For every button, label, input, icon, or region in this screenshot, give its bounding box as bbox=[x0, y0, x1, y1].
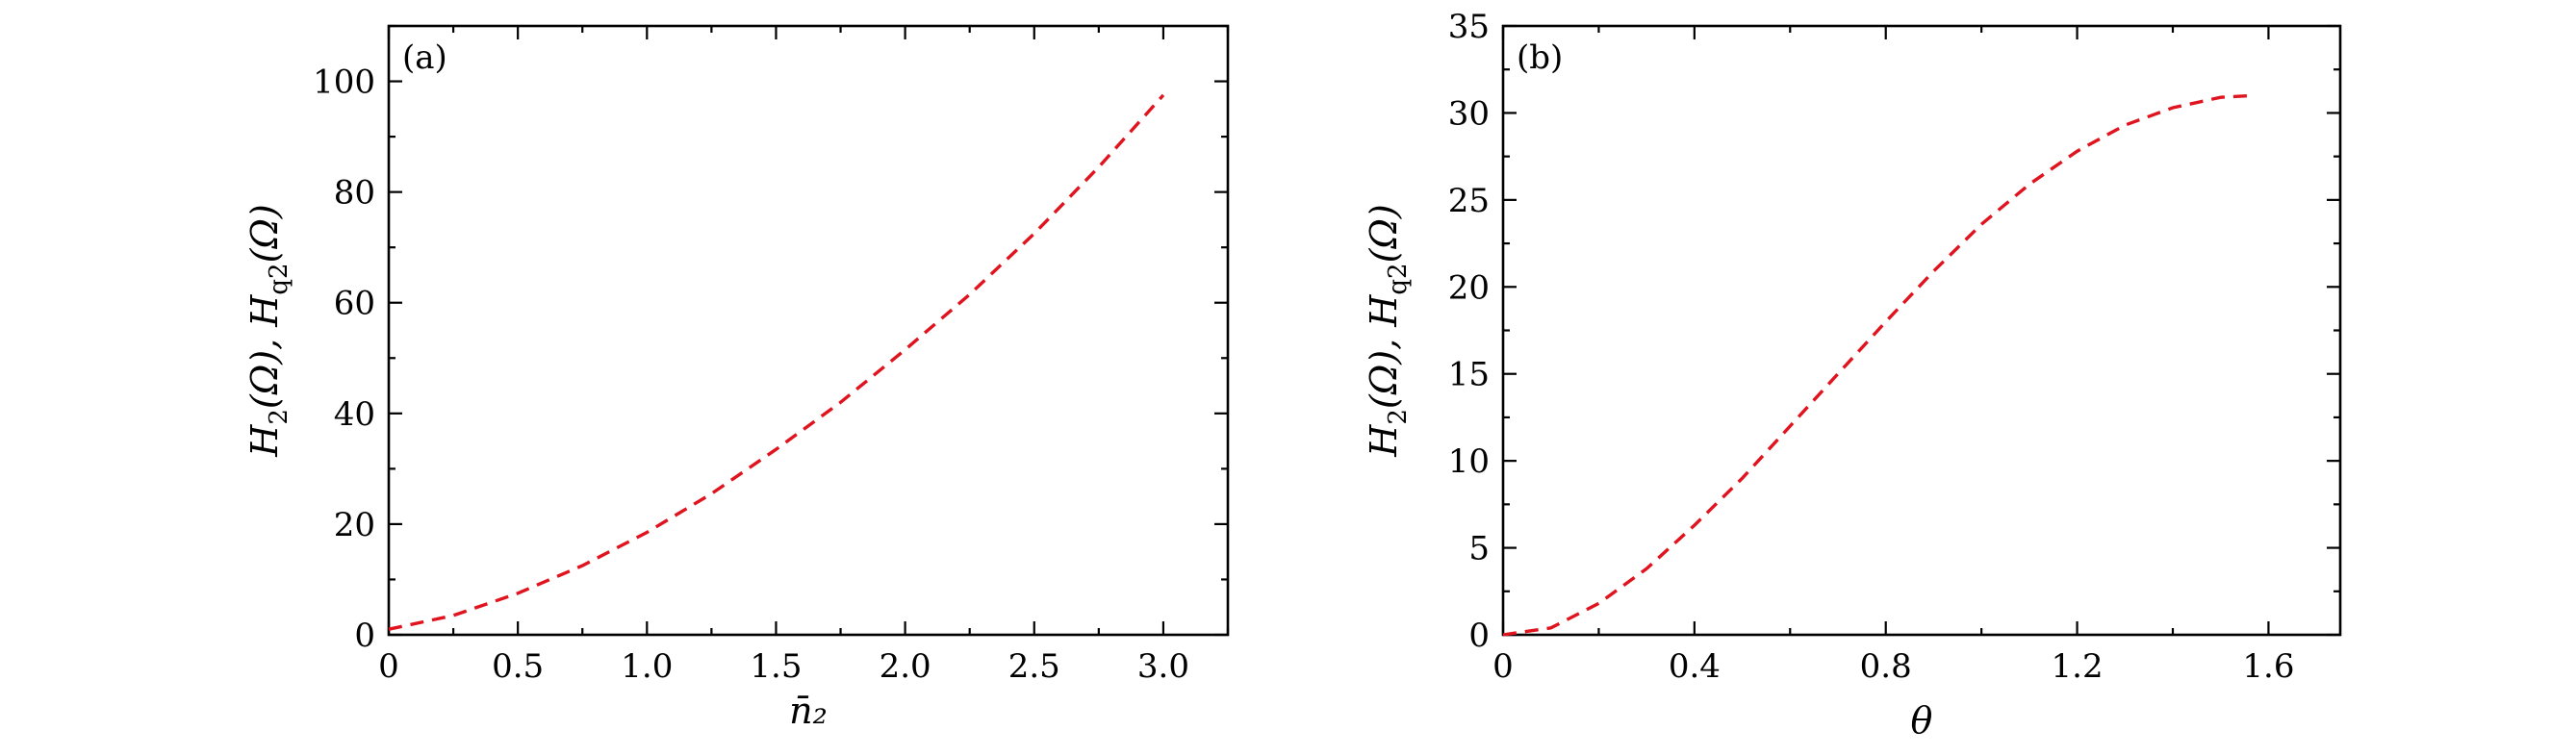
x-tick-label: 2.5 bbox=[1008, 647, 1060, 686]
x-tick-label: 1.6 bbox=[2242, 647, 2294, 686]
plot-frame bbox=[387, 24, 1230, 637]
series-line bbox=[1502, 93, 2256, 637]
y-tick-label: 25 bbox=[1448, 182, 1490, 220]
x-tick-label: 3.0 bbox=[1137, 647, 1189, 686]
x-axis-title: θ bbox=[1911, 699, 1933, 742]
y-title-part-sub2: q2 bbox=[265, 263, 293, 294]
x-tick-label: 1.0 bbox=[621, 647, 673, 686]
x-axis-title: n̄₂ bbox=[789, 690, 828, 732]
y-tick-label: 35 bbox=[1448, 8, 1490, 46]
y-title-part-arg1: (Ω), bbox=[1363, 327, 1405, 409]
y-tick-label: 60 bbox=[334, 285, 375, 323]
y-title-part-h: H bbox=[1363, 424, 1405, 458]
panel-label: (a) bbox=[402, 38, 447, 77]
series-line bbox=[388, 93, 1165, 631]
y-title-part-arg2: (Ω) bbox=[243, 204, 286, 263]
y-title-part-sub1: 2 bbox=[265, 409, 293, 425]
y-tick-label: 10 bbox=[1448, 442, 1490, 481]
panel-label: (b) bbox=[1517, 38, 1563, 77]
y-title-part-h: H bbox=[243, 424, 286, 458]
y-tick-label: 15 bbox=[1448, 356, 1490, 394]
y-tick-label: 0 bbox=[354, 617, 375, 655]
y-tick-label: 20 bbox=[1448, 268, 1490, 307]
y-title-part-h: H bbox=[1363, 294, 1405, 328]
x-tick-label: 0.4 bbox=[1669, 647, 1721, 686]
y-tick-label: 40 bbox=[334, 395, 375, 434]
y-tick-label: 20 bbox=[334, 506, 375, 544]
x-tick-label: 1.5 bbox=[750, 647, 802, 686]
y-title-part-sub1: 2 bbox=[1384, 409, 1413, 425]
y-title-part-arg2: (Ω) bbox=[1363, 204, 1405, 263]
y-title-part-h: H bbox=[243, 294, 286, 328]
y-axis-title: H2(Ω), Hq2(Ω) bbox=[243, 204, 293, 458]
y-tick-label: 30 bbox=[1448, 94, 1490, 133]
y-title-part-arg1: (Ω), bbox=[243, 327, 286, 409]
x-tick-label: 2.0 bbox=[880, 647, 931, 686]
plot-frame bbox=[1501, 24, 2342, 637]
x-tick-label: 1.2 bbox=[2052, 647, 2104, 686]
x-tick-label: 0.5 bbox=[492, 647, 544, 686]
x-tick-label: 0.8 bbox=[1860, 647, 1912, 686]
y-tick-label: 80 bbox=[334, 174, 375, 213]
x-tick-label: 0 bbox=[378, 647, 399, 686]
y-axis-title: H2(Ω), Hq2(Ω) bbox=[1363, 204, 1413, 458]
y-tick-label: 100 bbox=[313, 63, 375, 102]
y-title-part-sub2: q2 bbox=[1384, 263, 1413, 294]
panel-a: 0 0.5 1.0 1.5 2.0 2.5 3.0020406080100(a)n̄₂H2(… bbox=[243, 24, 1230, 732]
y-tick-label: 5 bbox=[1468, 530, 1490, 568]
y-tick-label: 0 bbox=[1468, 617, 1490, 655]
x-tick-label: 0 bbox=[1492, 647, 1514, 686]
